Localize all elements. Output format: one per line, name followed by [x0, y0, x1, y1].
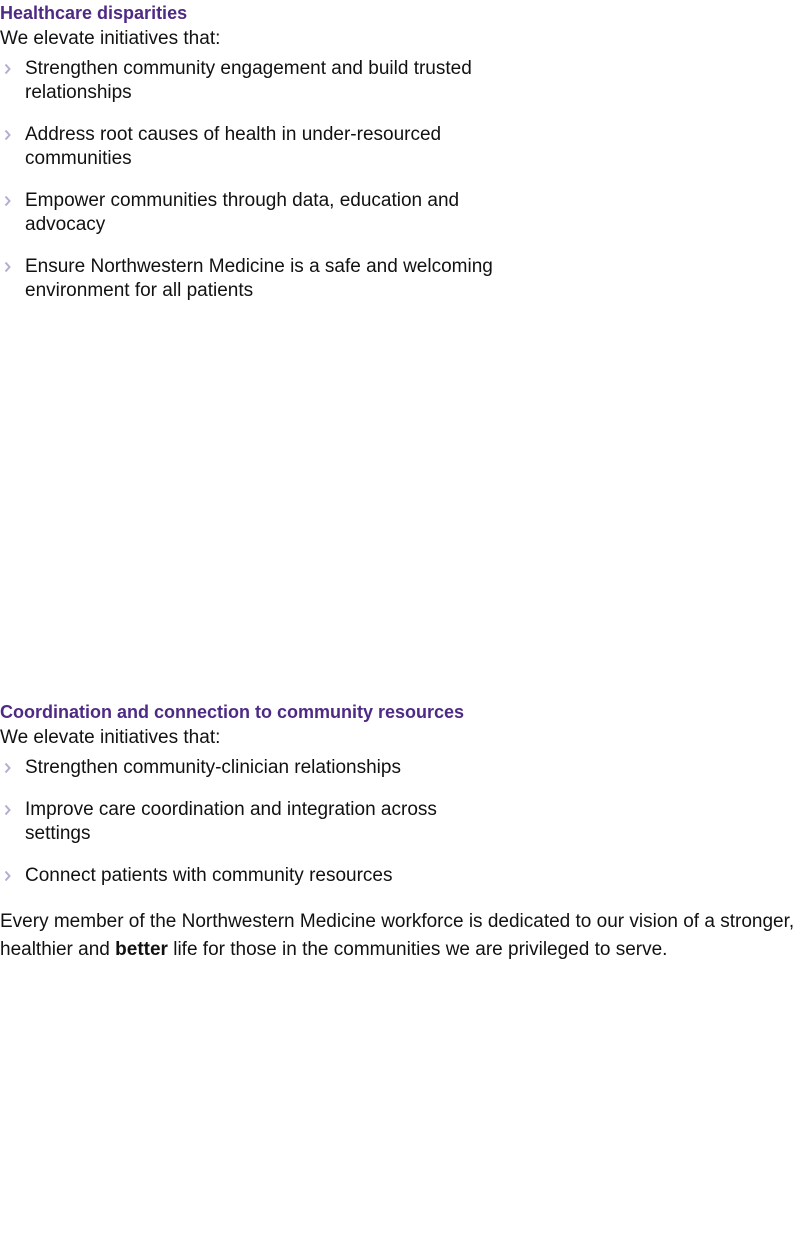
chevron-icon	[4, 804, 11, 816]
closing-text: Every member of the Northwestern Medicin…	[0, 911, 795, 960]
closing-paragraph: Every member of the Northwestern Medicin…	[0, 908, 810, 964]
item-text: Improve care coordination and integratio…	[25, 799, 437, 844]
closing-text: life for those in the communities we are…	[167, 939, 668, 960]
section-intro: We elevate initiatives that:	[0, 28, 221, 49]
chevron-icon	[4, 129, 11, 141]
closing-bold: better	[115, 939, 168, 960]
item-text: Address root causes of health in under-r…	[25, 124, 442, 169]
chevron-icon	[4, 195, 11, 207]
item-text: Connect patients with community resource…	[25, 865, 393, 886]
item-list: Strengthen community-clinician relations…	[0, 756, 810, 888]
chevron-icon	[4, 870, 11, 882]
item-list: Strengthen community engagement and buil…	[0, 57, 810, 303]
item-text: Strengthen community-clinician relations…	[25, 757, 401, 778]
item-text: Ensure Northwestern Medicine is a safe a…	[25, 256, 493, 301]
list-item: Address root causes of health in under-r…	[0, 123, 505, 171]
section-title: Healthcare disparities	[0, 3, 188, 23]
list-item: Empower communities through data, educat…	[0, 189, 505, 237]
item-text: Strengthen community engagement and buil…	[25, 58, 472, 103]
section: Coordination and connection to community…	[0, 700, 810, 964]
list-item: Improve care coordination and integratio…	[0, 798, 505, 846]
list-item: Connect patients with community resource…	[0, 864, 505, 888]
chevron-icon	[4, 63, 11, 75]
chevron-icon	[4, 261, 11, 273]
list-item: Strengthen community engagement and buil…	[0, 57, 505, 105]
section-intro: We elevate initiatives that:	[0, 727, 221, 748]
list-item: Strengthen community-clinician relations…	[0, 756, 505, 780]
chevron-icon	[4, 762, 11, 774]
item-text: Empower communities through data, educat…	[25, 190, 460, 235]
list-item: Ensure Northwestern Medicine is a safe a…	[0, 255, 505, 303]
section: Healthcare disparities We elevate initia…	[0, 1, 810, 321]
section-title: Coordination and connection to community…	[0, 702, 465, 722]
